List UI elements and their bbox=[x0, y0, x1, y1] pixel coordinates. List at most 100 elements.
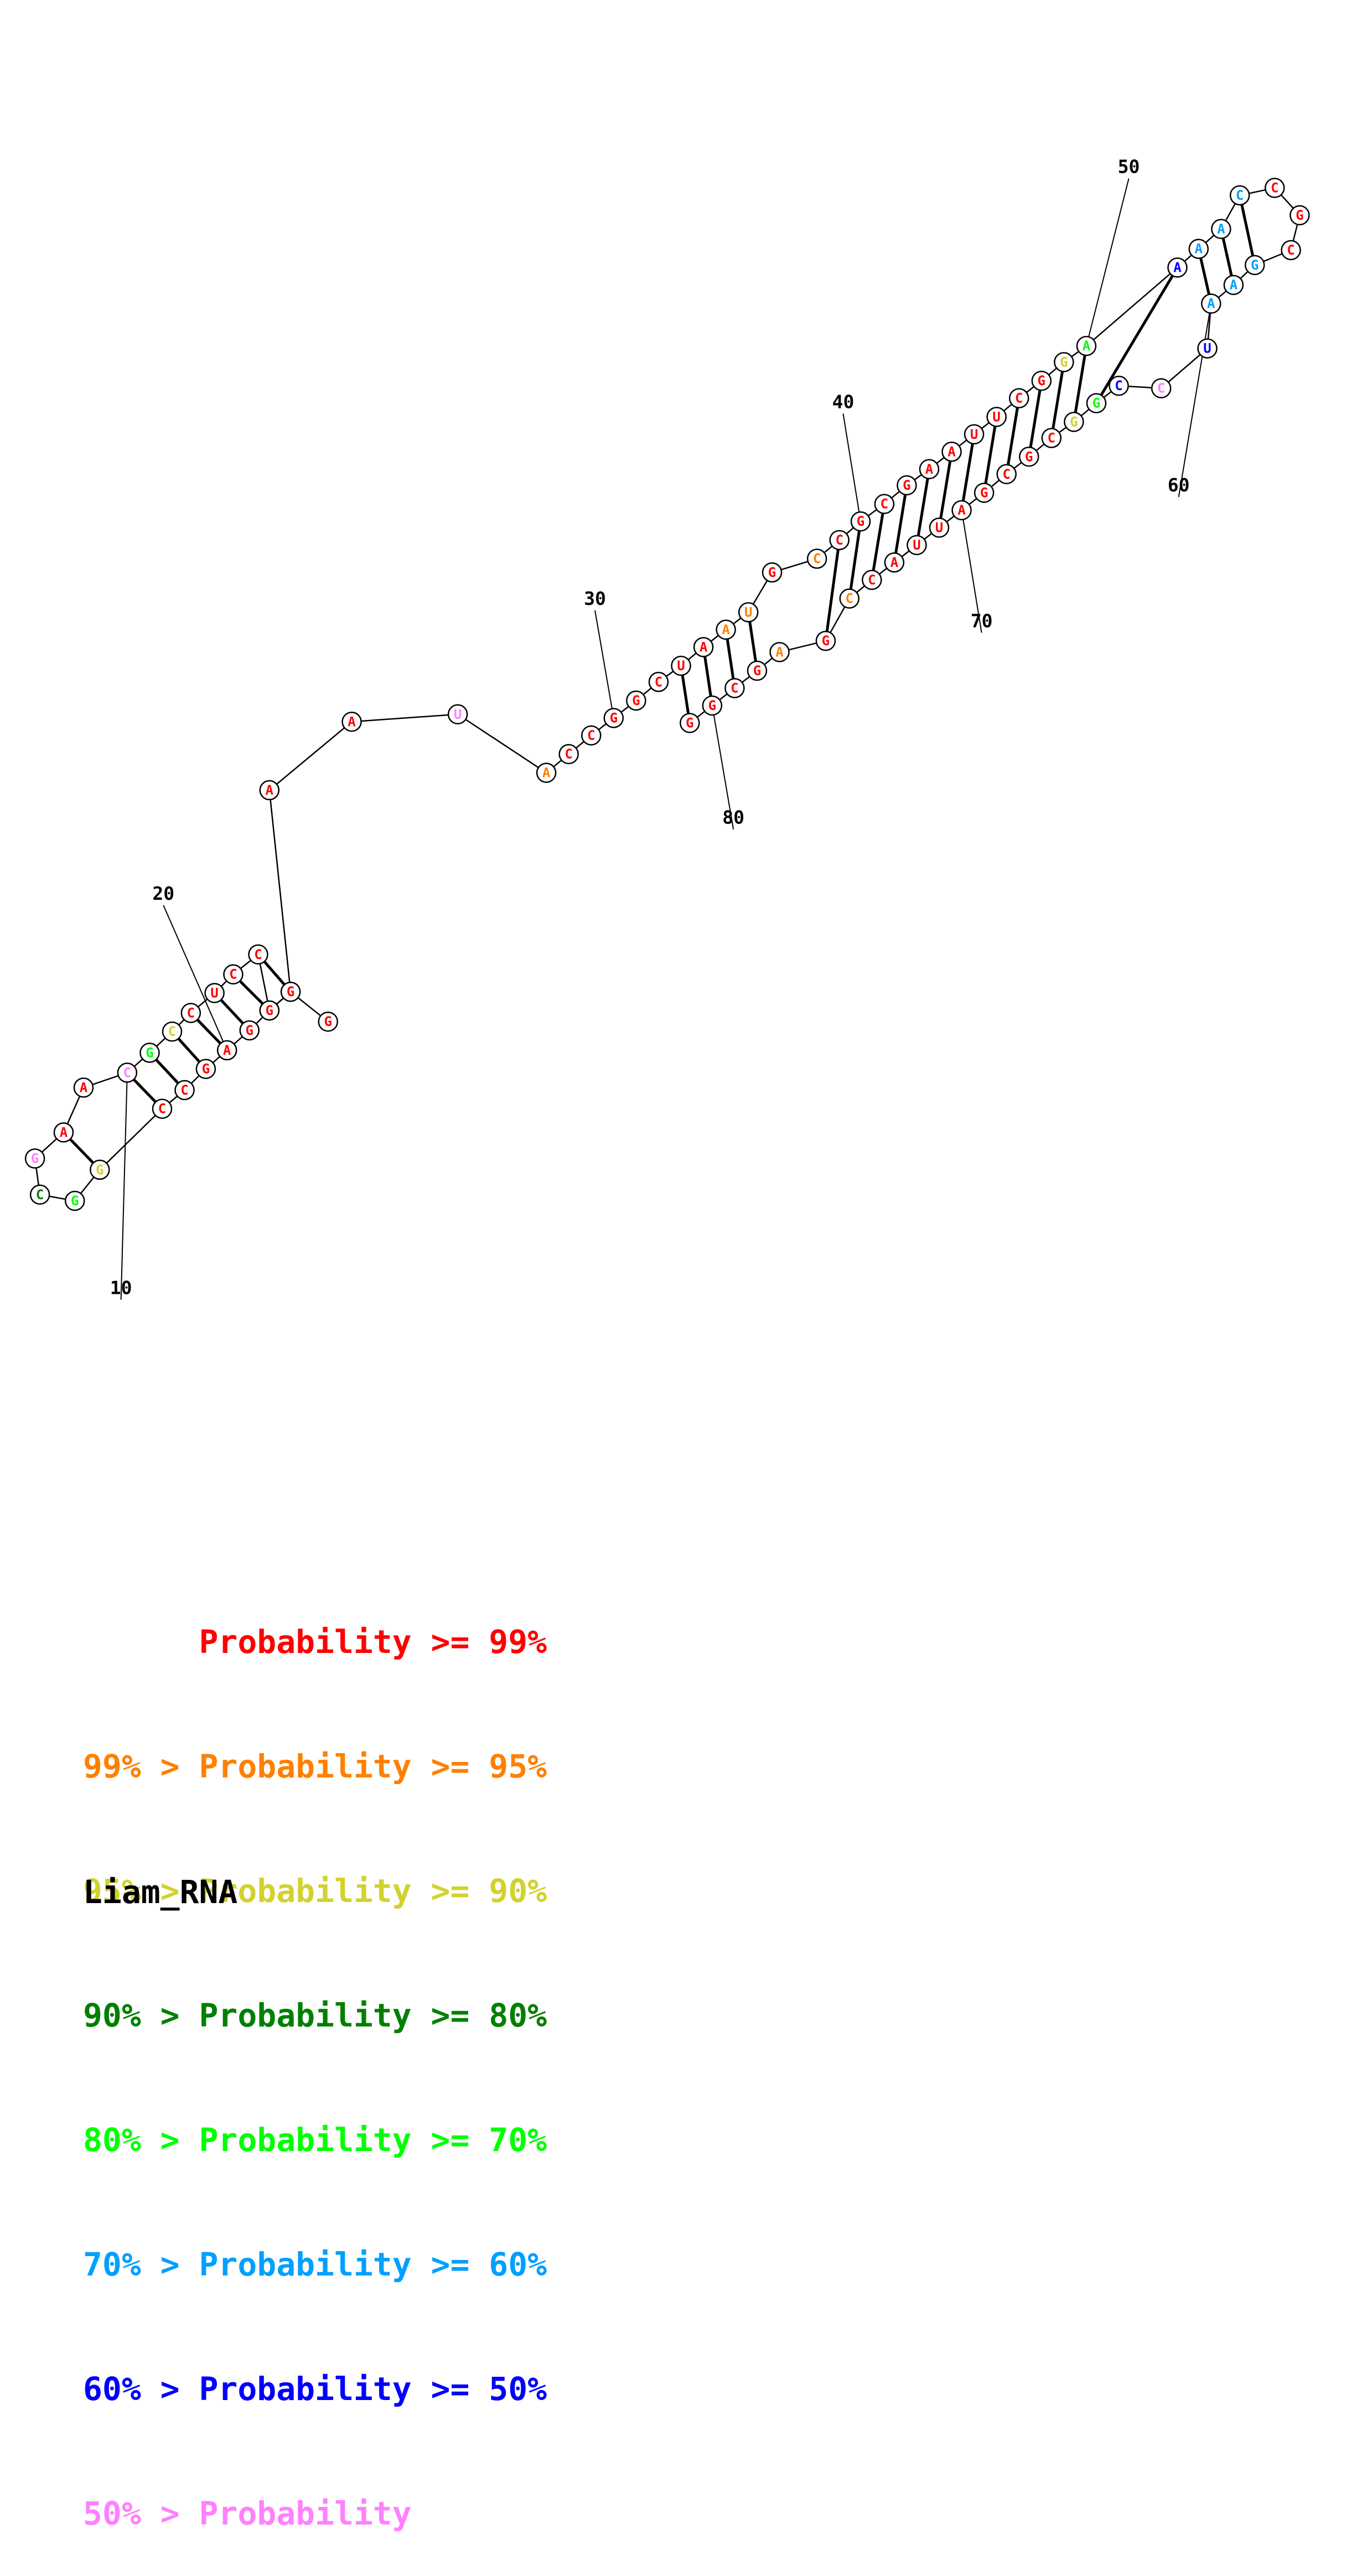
nucleotide-letter: A bbox=[957, 502, 966, 518]
nucleotide-circle bbox=[829, 530, 850, 551]
nucleotide-letter: A bbox=[266, 782, 274, 798]
tick-line bbox=[842, 413, 861, 522]
nucleotide-letter: G bbox=[1070, 414, 1078, 429]
nucleotide: A bbox=[73, 1077, 94, 1098]
nucleotide: U bbox=[986, 407, 1007, 427]
base-pair-bond bbox=[960, 434, 976, 511]
nucleotides: GGGCCUCCGCAAGCGGCCGAGGGAAUACCGGCUAAUGCCG… bbox=[24, 178, 1310, 1211]
nucleotide-letter: A bbox=[348, 714, 356, 729]
nucleotide: A bbox=[716, 619, 736, 640]
nucleotide: C bbox=[829, 530, 850, 551]
nucleotide-letter: U bbox=[744, 604, 752, 620]
nucleotide: C bbox=[1264, 178, 1285, 198]
nucleotide-circle bbox=[747, 660, 768, 681]
nucleotide-circle bbox=[139, 1043, 160, 1063]
nucleotide-circle bbox=[951, 500, 972, 521]
nucleotide: C bbox=[248, 944, 268, 965]
nucleotide-circle bbox=[769, 642, 790, 662]
nucleotide: G bbox=[626, 690, 646, 711]
nucleotide-circle bbox=[53, 1122, 74, 1143]
nucleotide-letter: G bbox=[71, 1193, 79, 1209]
backbone-segment bbox=[268, 790, 292, 992]
nucleotide: G bbox=[1031, 370, 1052, 391]
tick-line bbox=[120, 1072, 128, 1300]
nucleotide: U bbox=[964, 424, 985, 445]
nucleotide: U bbox=[907, 535, 927, 556]
nucleotide-circle bbox=[907, 535, 927, 556]
base-pair-bond bbox=[915, 469, 931, 546]
nucleotide: G bbox=[1244, 255, 1265, 276]
nucleotide-letter: A bbox=[722, 622, 730, 637]
base-pair-bond bbox=[1050, 361, 1065, 438]
nucleotide-letter: G bbox=[1296, 208, 1303, 223]
nucleotide: C bbox=[724, 678, 745, 698]
nucleotide-circle bbox=[919, 459, 940, 480]
nucleotide-circle bbox=[223, 964, 244, 984]
nucleotide-circle bbox=[1041, 428, 1062, 448]
nucleotide-circle bbox=[671, 655, 691, 676]
backbone-segment bbox=[1161, 348, 1208, 389]
legend-row-80: 90% > Probability >= 80% bbox=[83, 1997, 547, 2034]
nucleotide: G bbox=[1290, 205, 1310, 226]
nucleotide: G bbox=[762, 562, 783, 583]
nucleotide-letter: G bbox=[1093, 396, 1100, 411]
base-pair-bond bbox=[1095, 267, 1179, 404]
tick-label-50: 50 bbox=[1118, 156, 1140, 178]
nucleotide-letter: U bbox=[935, 520, 943, 535]
nucleotide-circle bbox=[738, 602, 759, 623]
base-pair-bond bbox=[1238, 195, 1256, 266]
base-pair-bond bbox=[982, 416, 998, 493]
nucleotide-letter: C bbox=[36, 1187, 44, 1203]
nucleotide: G bbox=[850, 511, 871, 532]
nucleotide: G bbox=[815, 630, 836, 651]
nucleotide: C bbox=[1151, 378, 1172, 398]
nucleotide-circle bbox=[180, 1003, 201, 1023]
nucleotide-letter: C bbox=[123, 1065, 131, 1080]
nucleotide: G bbox=[747, 660, 768, 681]
nucleotide-circle bbox=[152, 1098, 173, 1119]
backbone-segment bbox=[457, 713, 547, 774]
nucleotide-circle bbox=[724, 678, 745, 698]
nucleotide-circle bbox=[1211, 219, 1231, 240]
nucleotide-letter: C bbox=[1015, 391, 1023, 406]
nucleotide-letter: G bbox=[96, 1162, 103, 1178]
base-pair-bond bbox=[1027, 380, 1043, 457]
nucleotide-letter: U bbox=[454, 707, 462, 722]
nucleotide: C bbox=[648, 672, 669, 692]
nucleotide-circle bbox=[1019, 447, 1039, 467]
nucleotide-circle bbox=[716, 619, 736, 640]
nucleotide-circle bbox=[1197, 338, 1218, 359]
nucleotide-circle bbox=[884, 552, 905, 573]
nucleotide: G bbox=[139, 1043, 160, 1063]
nucleotide-circle bbox=[536, 763, 557, 783]
nucleotide-circle bbox=[929, 517, 950, 538]
base-pair-bond bbox=[893, 485, 908, 563]
nucleotide-letter: C bbox=[1287, 242, 1295, 258]
nucleotide: A bbox=[884, 552, 905, 573]
nucleotide: C bbox=[174, 1080, 195, 1101]
tick-label-30: 30 bbox=[584, 588, 606, 609]
nucleotide-circle bbox=[1031, 370, 1052, 391]
nucleotide-letter: G bbox=[708, 698, 716, 713]
nucleotide-circle bbox=[702, 695, 723, 716]
nucleotide: G bbox=[280, 981, 301, 1002]
nucleotide-circle bbox=[1290, 205, 1310, 226]
nucleotide-letter: A bbox=[80, 1080, 88, 1095]
nucleotide: C bbox=[223, 964, 244, 984]
base-pair-bond bbox=[938, 451, 953, 528]
backbone-segment bbox=[1086, 267, 1178, 347]
nucleotide-circle bbox=[862, 569, 882, 590]
tick-line bbox=[711, 705, 734, 830]
tick-label-60: 60 bbox=[1168, 474, 1190, 496]
nucleotide: A bbox=[1201, 293, 1221, 314]
nucleotide-circle bbox=[174, 1080, 195, 1101]
nucleotide: C bbox=[996, 464, 1017, 485]
nucleotide-circle bbox=[73, 1077, 94, 1098]
nucleotide-letter: G bbox=[903, 478, 910, 493]
nucleotide: U bbox=[447, 704, 468, 725]
nucleotide-circle bbox=[1188, 239, 1209, 259]
nucleotide: A bbox=[259, 780, 280, 801]
nucleotide: U bbox=[1197, 338, 1218, 359]
nucleotide-letter: A bbox=[948, 444, 956, 459]
nucleotide-circle bbox=[996, 464, 1017, 485]
